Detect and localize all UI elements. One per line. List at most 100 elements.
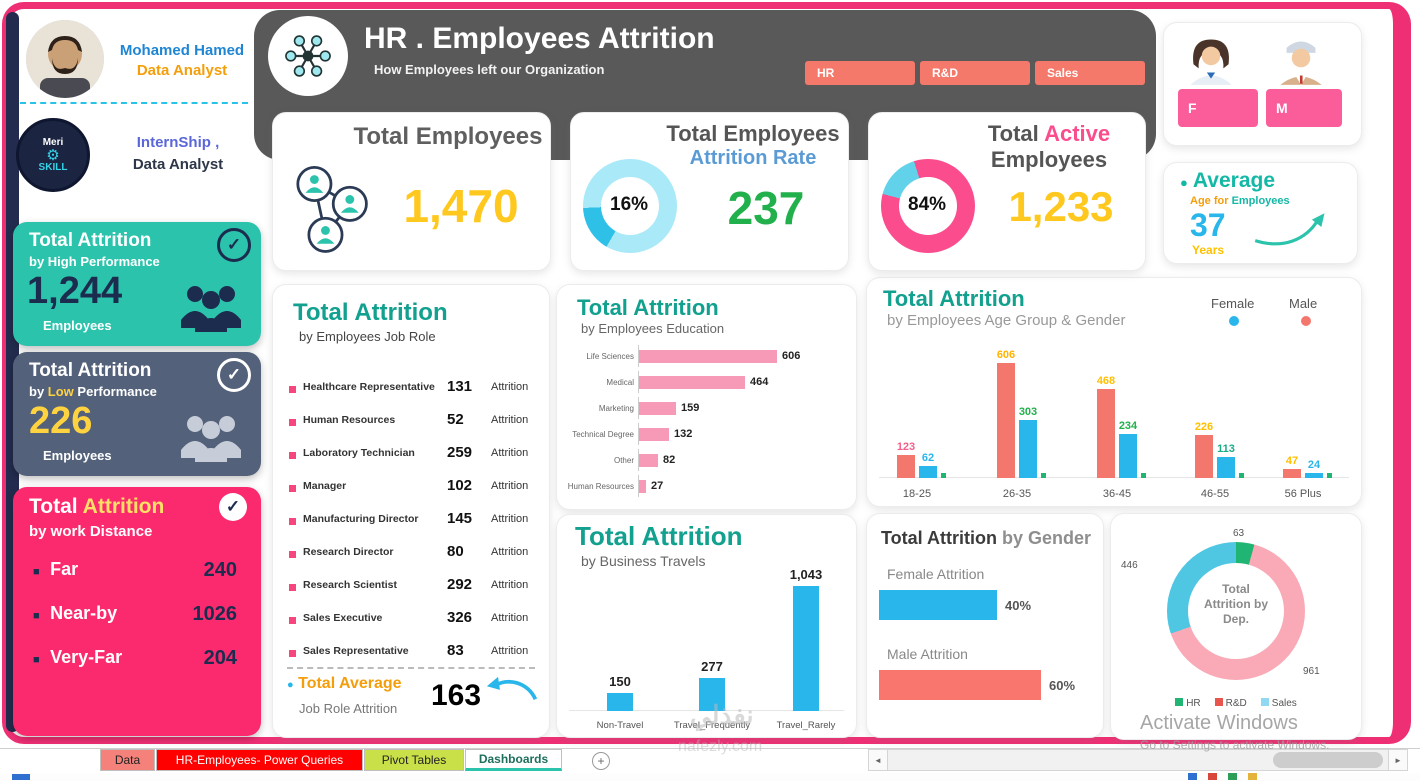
high-card-unit: Employees xyxy=(43,318,112,333)
horizontal-scrollbar[interactable]: ◄ ► xyxy=(868,749,1408,771)
average-value: 37 xyxy=(1190,207,1226,243)
panel-business-travels: Total Attrition by Business Travels 150 … xyxy=(556,514,857,738)
female-avatar-icon xyxy=(1178,31,1244,90)
active-percent: 84% xyxy=(903,193,952,217)
legend-hr-swatch xyxy=(1175,698,1184,706)
kpi-rate-title-2: Attrition Rate xyxy=(689,147,817,169)
donut-legend: HR R&D Sales xyxy=(1111,698,1361,709)
bar-male xyxy=(1283,469,1301,478)
tick-mark xyxy=(1141,473,1146,478)
meriskill-logo: Meri ⚙ SKILL xyxy=(16,118,90,192)
card-attrition-high-performance: Total Attrition by High Performance ✓ 1,… xyxy=(13,222,261,346)
education-bar-row: Technical Degree 132 xyxy=(567,423,692,445)
tab-dashboards[interactable]: Dashboards xyxy=(465,749,562,771)
low-card-value: 226 xyxy=(29,400,93,442)
average-title: ● Average xyxy=(1180,169,1276,192)
kpi-active-title-1: Total Active xyxy=(987,121,1111,146)
kpi-active-title-2: Employees xyxy=(990,147,1108,172)
profile-photo xyxy=(26,20,104,98)
gender-attrition-title: Total Attrition by Gender xyxy=(881,528,1092,548)
job-role-row: Manager 102 Attrition xyxy=(273,476,549,506)
bar-male xyxy=(897,455,915,478)
bar-value: 47 xyxy=(1285,455,1299,467)
distance-row-far: ■ Far 240 xyxy=(33,559,237,581)
kpi-total-title: Total Employees xyxy=(353,123,543,150)
female-attrition-label: Female Attrition xyxy=(887,566,985,582)
tab-power-queries[interactable]: HR-Employees- Power Queries xyxy=(156,749,363,771)
education-bar-row: Other 82 xyxy=(567,449,675,471)
profile-divider xyxy=(20,102,248,104)
job-role-row: Research Director 80 Attrition xyxy=(273,542,549,572)
male-filter-button[interactable]: M xyxy=(1266,89,1342,127)
panel-job-role: Total Attrition by Employees Job Role He… xyxy=(272,284,550,738)
activate-windows-watermark-line2: Go to Settings to activate Windows. xyxy=(1140,738,1330,752)
x-label: 18-25 xyxy=(902,488,932,500)
tab-data[interactable]: Data xyxy=(100,749,155,771)
panel-dep-donut: 63 446 961 Total Attrition by Dep. HR R&D … xyxy=(1110,513,1362,740)
male-avatar-icon xyxy=(1268,31,1334,90)
bar-value: 606 xyxy=(996,349,1016,361)
education-title: Total Attrition xyxy=(577,295,719,320)
female-attrition-bar xyxy=(879,590,997,620)
internship-line1: InternShip , xyxy=(136,134,220,151)
distance-row-veryfar: ■ Very-Far 204 xyxy=(33,647,237,669)
kpi-active-value: 1,233 xyxy=(1008,183,1114,230)
average-unit: Years xyxy=(1192,243,1225,257)
dashboard-subtitle: How Employees left our Organization xyxy=(374,62,605,77)
attrition-rate-donut: 16% xyxy=(583,159,677,253)
add-sheet-button[interactable]: + xyxy=(592,752,610,770)
people-network-icon xyxy=(281,153,381,262)
scroll-left-arrow-icon[interactable]: ◄ xyxy=(869,750,888,770)
job-role-row: Sales Representative 83 Attrition xyxy=(273,641,549,671)
taskbar-icon xyxy=(12,774,30,780)
job-role-row: Healthcare Representative 131 Attrition xyxy=(273,377,549,407)
card-attrition-work-distance: Total Attrition by work Distance ✓ ■ Far… xyxy=(13,487,261,736)
job-role-total-label: ● Total Average xyxy=(287,675,402,692)
nafezly-arabic-watermark: نفذلي xyxy=(690,700,754,730)
bar-female xyxy=(1217,457,1235,478)
slicer-hr-button[interactable]: HR xyxy=(805,61,915,85)
education-bar-row: Medical 464 xyxy=(567,371,768,393)
panel-education: Total Attrition by Employees Education L… xyxy=(556,284,857,510)
hub-icon xyxy=(268,16,348,96)
slicer-sales-button[interactable]: Sales xyxy=(1035,61,1145,85)
bullet-icon xyxy=(289,584,296,591)
scrollbar-thumb[interactable] xyxy=(1273,752,1383,768)
bar-value: 150 xyxy=(609,674,631,689)
job-role-row: Human Resources 52 Attrition xyxy=(273,410,549,440)
job-role-row: Manufacturing Director 145 Attrition xyxy=(273,509,549,539)
people-group-icon xyxy=(175,410,247,467)
donut-value-hr: 446 xyxy=(1121,560,1138,571)
dep-donut-chart: Total Attrition by Dep. xyxy=(1167,542,1305,680)
taskbar-icon xyxy=(1228,773,1237,780)
bar xyxy=(607,693,633,711)
bar-value: 234 xyxy=(1118,420,1138,432)
bar-male xyxy=(997,363,1015,478)
kpi-rate-title-1: Total Employees xyxy=(666,121,840,146)
bar xyxy=(793,586,819,711)
tick-mark xyxy=(1239,473,1244,478)
low-card-subtitle: by Low Performance xyxy=(29,384,157,399)
age-gender-title: Total Attrition xyxy=(883,286,1025,311)
bar xyxy=(699,678,725,711)
female-filter-button[interactable]: F xyxy=(1178,89,1258,127)
taskbar-icon xyxy=(1208,773,1217,780)
slicer-rd-button[interactable]: R&D xyxy=(920,61,1030,85)
nafezly-watermark: nafezly.com xyxy=(678,738,763,755)
business-subtitle: by Business Travels xyxy=(581,553,706,569)
donut-value-sales: 961 xyxy=(1303,666,1320,677)
scroll-right-arrow-icon[interactable]: ► xyxy=(1388,750,1407,770)
taskbar-icon xyxy=(1188,773,1197,780)
bullet-icon xyxy=(289,518,296,525)
gender-filter-card: F M xyxy=(1163,22,1362,146)
legend-female-dot xyxy=(1229,316,1239,326)
tab-pivot-tables[interactable]: Pivot Tables xyxy=(364,749,464,771)
education-bar-row: Life Sciences 606 xyxy=(567,345,800,367)
bar-value: 303 xyxy=(1018,406,1038,418)
activate-windows-watermark: Activate Windows xyxy=(1140,712,1298,734)
bar-value: 277 xyxy=(701,659,723,674)
x-label: 26-35 xyxy=(1002,488,1032,500)
bar-value: 24 xyxy=(1307,459,1321,471)
legend-rd-swatch xyxy=(1214,698,1223,706)
bar-female xyxy=(919,466,937,478)
